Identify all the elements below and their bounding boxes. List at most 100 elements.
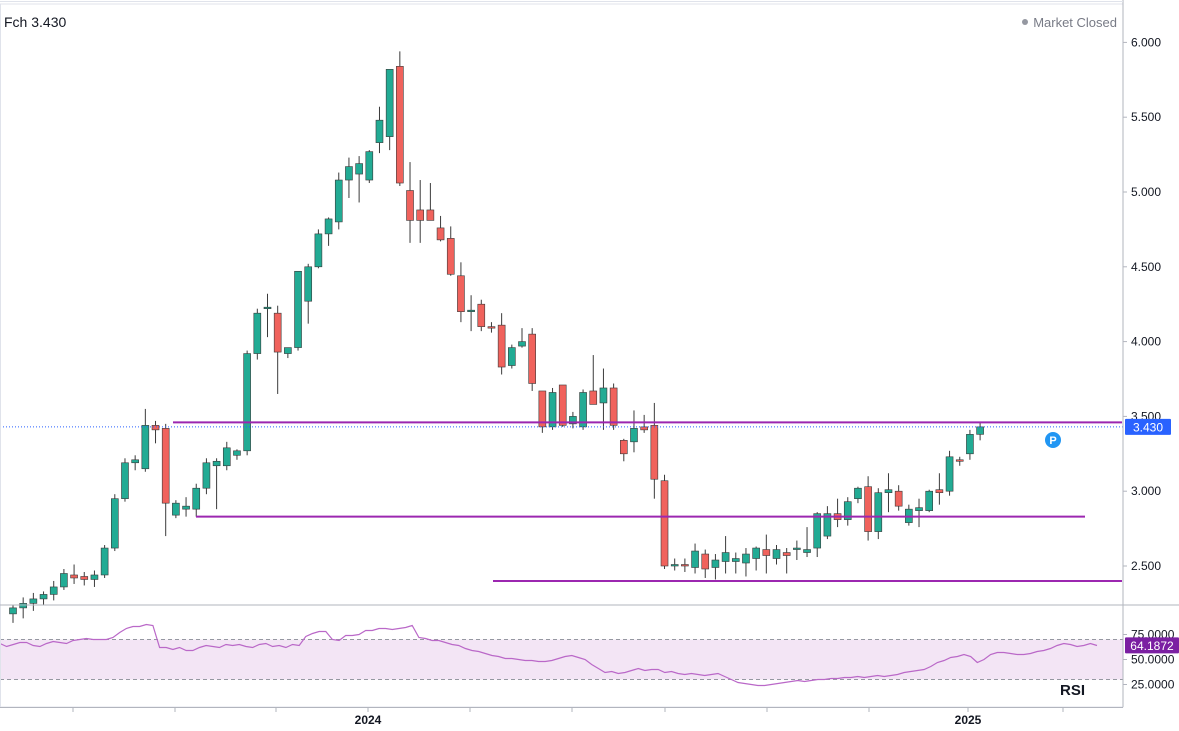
candle-body xyxy=(569,416,577,425)
candle-body xyxy=(538,390,547,428)
candle xyxy=(681,558,689,572)
candle-body xyxy=(793,547,801,550)
candle-body xyxy=(212,460,221,467)
candle-body xyxy=(273,312,282,353)
candle-body xyxy=(151,425,160,431)
candle xyxy=(446,226,455,276)
candle xyxy=(619,438,628,462)
candle xyxy=(243,350,251,456)
candle xyxy=(935,473,944,505)
candle-body xyxy=(945,456,954,492)
candle-body xyxy=(345,166,353,181)
candle-body xyxy=(772,549,781,559)
candle-body xyxy=(396,66,404,184)
candle xyxy=(314,229,323,269)
last-price-tag xyxy=(1125,418,1171,435)
candle-body xyxy=(406,190,414,221)
candle-body xyxy=(60,573,68,588)
candle-body xyxy=(925,490,934,511)
price-tick-label: 2.500 xyxy=(1131,559,1161,573)
candle-body xyxy=(915,507,923,511)
candle xyxy=(294,270,302,351)
candle xyxy=(966,429,974,460)
candle-body xyxy=(864,486,872,532)
candle-body xyxy=(365,151,374,181)
candle-body xyxy=(742,553,750,564)
time-tick-label: 2025 xyxy=(955,713,982,727)
candle-body xyxy=(182,505,190,510)
candle xyxy=(19,597,27,619)
candle-body xyxy=(955,459,964,462)
candle xyxy=(915,498,923,528)
candle xyxy=(192,483,201,517)
candle-body xyxy=(39,594,48,600)
candle-body xyxy=(477,303,486,327)
candle-body xyxy=(172,502,180,516)
candle xyxy=(701,549,710,578)
candle xyxy=(945,450,954,496)
rsi-band xyxy=(0,639,1123,680)
candle xyxy=(905,504,913,526)
candle-body xyxy=(640,426,648,431)
candle xyxy=(202,458,211,495)
candle-body xyxy=(650,425,659,480)
candle xyxy=(782,548,791,574)
candle-body xyxy=(843,501,852,520)
candle xyxy=(121,458,129,502)
candle xyxy=(477,299,486,332)
market-status-label: Market Closed xyxy=(1033,15,1117,30)
candle xyxy=(894,485,903,511)
candle xyxy=(650,402,659,499)
candle xyxy=(222,441,231,471)
candle xyxy=(263,293,272,338)
rsi-pane[interactable] xyxy=(0,623,1123,687)
candle xyxy=(742,548,750,577)
candle-body xyxy=(90,574,99,580)
candle xyxy=(752,546,760,571)
candle-body xyxy=(161,428,170,504)
candle xyxy=(925,489,934,513)
candle-body xyxy=(721,552,730,562)
candle-body xyxy=(436,227,445,241)
candle-body xyxy=(599,387,608,404)
candle xyxy=(273,305,282,394)
candle-body xyxy=(487,326,496,329)
price-pane[interactable]: P xyxy=(0,51,1123,623)
candle-body xyxy=(681,564,689,567)
candle xyxy=(365,150,374,184)
candle xyxy=(976,422,984,441)
candle-body xyxy=(49,586,58,595)
rsi-label: RSI xyxy=(1060,682,1086,699)
candle-body xyxy=(558,384,567,426)
candle-body xyxy=(111,498,119,549)
price-tick-label: 6.000 xyxy=(1131,35,1161,49)
candle-body xyxy=(416,209,425,221)
candle-body xyxy=(243,353,251,452)
candle xyxy=(721,536,730,574)
candle xyxy=(406,162,414,243)
last-price-label: 3.430 xyxy=(1133,420,1163,434)
candle-body xyxy=(457,275,465,312)
candle-body xyxy=(966,434,974,455)
candle xyxy=(640,414,648,433)
candle-body xyxy=(935,489,944,493)
candle-body xyxy=(762,549,771,556)
candle-body xyxy=(294,270,302,348)
candle-body xyxy=(284,347,292,354)
candle xyxy=(813,512,822,558)
candle xyxy=(141,408,150,472)
candle xyxy=(497,313,506,375)
candle xyxy=(161,423,170,537)
candle xyxy=(528,328,536,391)
candle xyxy=(9,604,17,623)
candle xyxy=(233,449,241,460)
candle-body xyxy=(334,179,343,223)
candle xyxy=(436,215,445,242)
candle-body xyxy=(497,324,506,368)
candle xyxy=(284,347,292,359)
candle xyxy=(731,552,740,574)
candle xyxy=(100,545,109,578)
candle-body xyxy=(314,233,323,268)
